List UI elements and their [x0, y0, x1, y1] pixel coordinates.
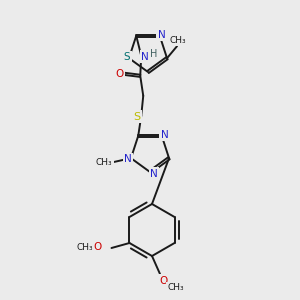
Text: N: N: [141, 52, 149, 62]
Text: H: H: [150, 49, 157, 59]
Text: S: S: [124, 52, 130, 62]
Text: O: O: [160, 276, 168, 286]
Text: CH₃: CH₃: [96, 158, 112, 167]
Text: O: O: [93, 242, 102, 252]
Text: N: N: [158, 30, 166, 40]
Text: N: N: [161, 130, 169, 140]
Text: N: N: [124, 154, 132, 164]
Text: CH₃: CH₃: [170, 36, 186, 45]
Text: CH₃: CH₃: [168, 284, 184, 292]
Text: CH₃: CH₃: [76, 244, 93, 253]
Text: O: O: [115, 69, 123, 79]
Text: S: S: [134, 112, 141, 122]
Text: N: N: [150, 169, 158, 179]
